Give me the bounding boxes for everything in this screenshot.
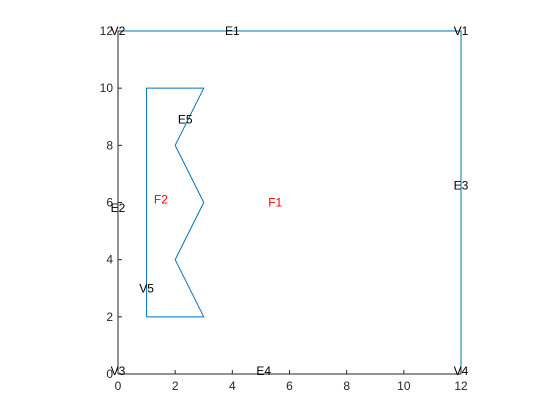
- annotation-e1: E1: [225, 24, 240, 38]
- series-line-2: [146, 87, 205, 318]
- x-tick-label: 10: [397, 379, 411, 393]
- annotation-e2: E2: [111, 201, 126, 215]
- annotation-v3: V3: [111, 364, 126, 378]
- y-tick-label: 0: [106, 367, 113, 381]
- annotation-v2: V2: [111, 24, 126, 38]
- y-tick-label: 4: [106, 253, 113, 267]
- annotation-e4: E4: [256, 364, 271, 378]
- y-tick-label: 12: [100, 24, 114, 38]
- annotation-v5: V5: [139, 281, 154, 295]
- x-tick-label: 2: [172, 379, 179, 393]
- annotations: V2 E1 V1 E5 F2 F1 E2 E3 V5 V3 E4 V4: [111, 24, 469, 378]
- annotation-e3: E3: [454, 178, 469, 192]
- y-tick-label: 2: [106, 310, 113, 324]
- x-tick-label: 4: [229, 379, 236, 393]
- annotation-f1: F1: [268, 196, 282, 210]
- x-tick-label: 0: [115, 379, 122, 393]
- y-tick-label: 10: [100, 81, 114, 95]
- annotation-v1: V1: [454, 24, 469, 38]
- annotation-f2: F2: [154, 193, 168, 207]
- annotation-v4: V4: [454, 364, 469, 378]
- y-tick-label: 6: [106, 196, 113, 210]
- x-tick-label: 12: [454, 379, 468, 393]
- annotation-e5: E5: [178, 113, 193, 127]
- x-tick-label: 8: [343, 379, 350, 393]
- y-tick-label: 8: [106, 138, 113, 152]
- axes: 0 2 4 6 8 10 12 0 2 4 6 8 10 12: [100, 24, 468, 393]
- x-tick-label: 6: [286, 379, 293, 393]
